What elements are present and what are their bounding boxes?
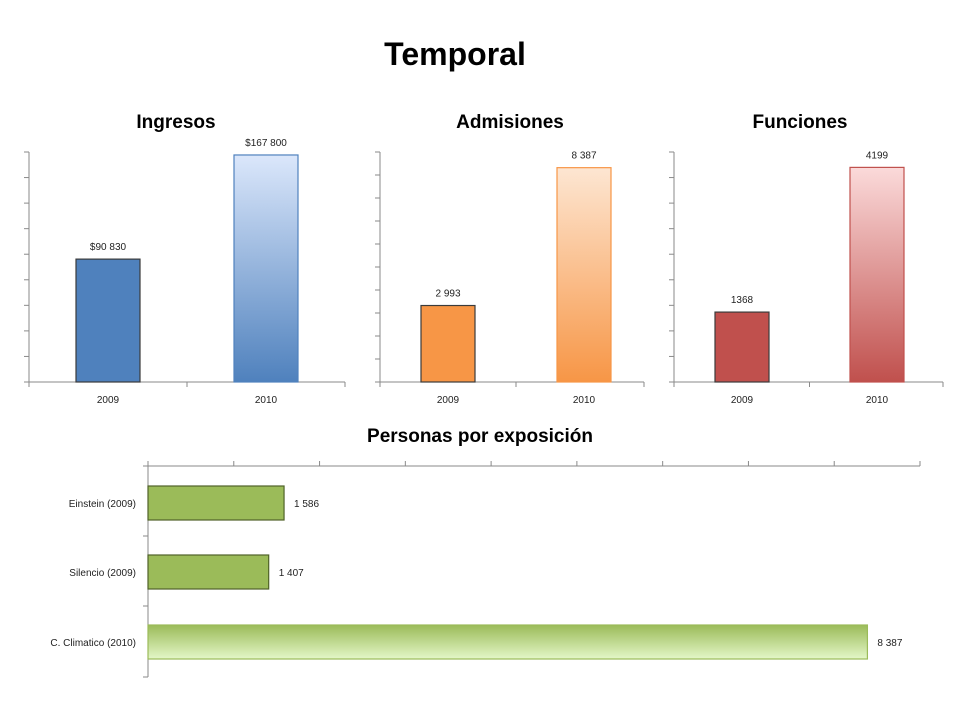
data-label: $90 830 (90, 242, 127, 253)
data-label: 8 387 (571, 151, 596, 162)
x-tick-label: 2009 (97, 395, 120, 406)
chart-ingresos: $90 830 2009 $167 800 2010 (24, 138, 346, 406)
chart-exposicion: 1 586 Einstein (2009) 1 407 Silencio (2009)… (50, 461, 921, 678)
bar-Silencio (2009) (147, 554, 270, 590)
x-tick-label: 2009 (731, 395, 754, 406)
bar-funciones-2010 (849, 166, 905, 383)
data-label: $167 800 (245, 138, 287, 149)
page-title: Temporal (384, 36, 526, 72)
bar-funciones-2009 (714, 311, 770, 383)
bar-ingresos-2010 (233, 154, 299, 383)
y-tick-label: Einstein (2009) (69, 499, 136, 510)
data-label: 8 387 (877, 638, 902, 649)
bar-Einstein (2009) (147, 485, 285, 521)
chart-title-exposicion: Personas por exposición (367, 426, 593, 447)
bar-admisiones-2009 (420, 304, 476, 383)
x-tick-label: 2010 (866, 395, 889, 406)
x-tick-label: 2010 (573, 395, 596, 406)
chart-title-ingresos: Ingresos (136, 112, 216, 133)
data-label: 2 993 (435, 289, 460, 300)
bar-ingresos-2009 (75, 258, 141, 383)
data-label: 4199 (866, 150, 889, 161)
bar-admisiones-2010 (556, 167, 612, 383)
x-tick-label: 2010 (255, 395, 278, 406)
chart-admisiones: 2 993 2009 8 387 2010 (375, 151, 645, 406)
y-tick-label: C. Climatico (2010) (50, 638, 136, 649)
chart-funciones: 1368 2009 4199 2010 (669, 150, 944, 406)
data-label: 1368 (731, 295, 754, 306)
chart-title-admisiones: Admisiones (456, 112, 564, 133)
data-label: 1 586 (294, 499, 319, 510)
bar-C. Climatico (2010) (147, 624, 869, 660)
chart-title-funciones: Funciones (752, 112, 848, 133)
data-label: 1 407 (279, 568, 304, 579)
x-tick-label: 2009 (437, 395, 460, 406)
y-tick-label: Silencio (2009) (69, 568, 136, 579)
